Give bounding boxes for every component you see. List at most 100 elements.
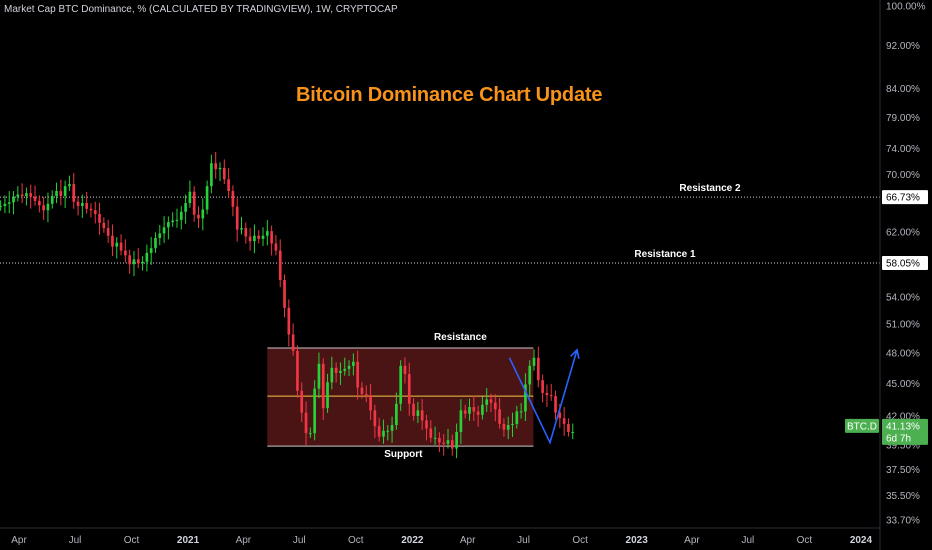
candle-body [339,370,342,373]
candle-body [111,235,114,247]
level-name-label: Resistance 2 [679,183,741,194]
candle-body [382,430,385,437]
candle-body [37,200,41,206]
candle-body [446,440,450,444]
candle-body [373,410,377,427]
x-tick-label: 2023 [626,535,649,546]
y-tick-label: 79.00% [886,113,920,124]
candle-body [188,191,192,204]
candle-body [416,410,420,416]
chart-header-title: Market Cap BTC Dominance, % (CALCULATED … [4,4,398,15]
candle-body [240,228,243,230]
candle-body [29,193,33,197]
candle-body [334,367,338,373]
x-tick-label: Oct [124,535,140,546]
support-label: Support [384,449,423,460]
candle-body [205,186,209,210]
x-tick-label: Oct [572,535,588,546]
candle-body [85,203,88,209]
candle-body [450,440,454,449]
x-tick-label: Jul [69,535,82,546]
candle-body [274,243,278,251]
y-axis[interactable]: 100.00% 92.00% 84.00% 79.00% 74.00% 70.00% 62.… [879,0,926,550]
candle-body [16,194,20,197]
candle-body [106,228,110,236]
candle-body [167,222,170,228]
candle-body [171,220,175,223]
candle-body [162,227,166,234]
candle-body [549,395,553,397]
candle-body [300,390,304,413]
candle-body [562,418,566,424]
x-tick-label: Oct [348,535,364,546]
candle-body [145,252,149,262]
candle-body [20,194,24,196]
candle-body [321,363,325,409]
projection-arrow [508,349,578,445]
projection-arrow-layer [508,348,580,445]
candle-body [493,402,497,410]
candle-body [296,350,299,391]
candle-body [515,411,519,424]
candle-body [364,393,368,396]
candle-body [438,437,441,443]
candle-body [68,184,71,187]
candle-body [433,437,437,439]
x-tick-label: 2021 [177,535,200,546]
candle-body [571,431,575,433]
candle-body [231,191,235,207]
candle-body [472,407,476,412]
x-tick-label: Apr [684,535,700,546]
candle-body [235,206,239,230]
candle-body [407,373,411,404]
candle-body [330,367,334,383]
candle-body [55,191,58,196]
current-price-text: 41.13% [886,421,920,432]
candle-body [287,307,291,335]
candle-body [244,228,248,237]
x-axis[interactable]: Apr Jul Oct 2021 Apr Jul Oct 2022 Apr Jul Oct 2023 A… [0,527,880,546]
candle-body [326,382,329,409]
candle-body [291,334,295,351]
x-tick-label: Apr [236,535,252,546]
y-tick-label: 39.50% [886,440,920,451]
candle-body [429,428,433,438]
candle-body [218,167,222,170]
y-tick-label: 74.00% [886,144,920,155]
candle-body [554,396,557,413]
candle-body [184,203,187,212]
resistance-label: Resistance [434,332,487,343]
candle-body [197,214,200,219]
chart-headline: Bitcoin Dominance Chart Update [296,84,603,106]
candle-body [81,203,84,206]
candle-body [89,208,93,211]
candle-body [222,167,226,180]
candle-body [265,231,269,236]
candle-body [210,163,213,187]
x-tick-label: Jul [741,535,754,546]
x-tick-label: Apr [11,535,27,546]
candle-body [102,222,106,229]
candle-body [343,368,347,371]
candle-body [248,236,252,242]
candle-body [3,203,7,206]
level-price-tag-text: 66.73% [886,193,920,204]
x-tick-label: 2022 [401,535,424,546]
candle-body [420,410,424,421]
candle-body [59,191,63,196]
y-tick-label: 62.00% [886,227,920,238]
candle-body [136,259,140,264]
candle-body [395,403,398,426]
candle-body [270,231,273,244]
candle-body [485,399,489,405]
candle-body [179,211,183,220]
candle-body [115,242,119,247]
candle-body [309,433,312,435]
bar-countdown-text: 6d 7h [886,433,911,444]
y-tick-label: 92.00% [886,41,920,52]
y-tick-label: 37.50% [886,465,920,476]
level-price-tag-text: 58.05% [886,259,920,270]
candle-body [519,411,523,413]
candle-body [399,365,403,404]
